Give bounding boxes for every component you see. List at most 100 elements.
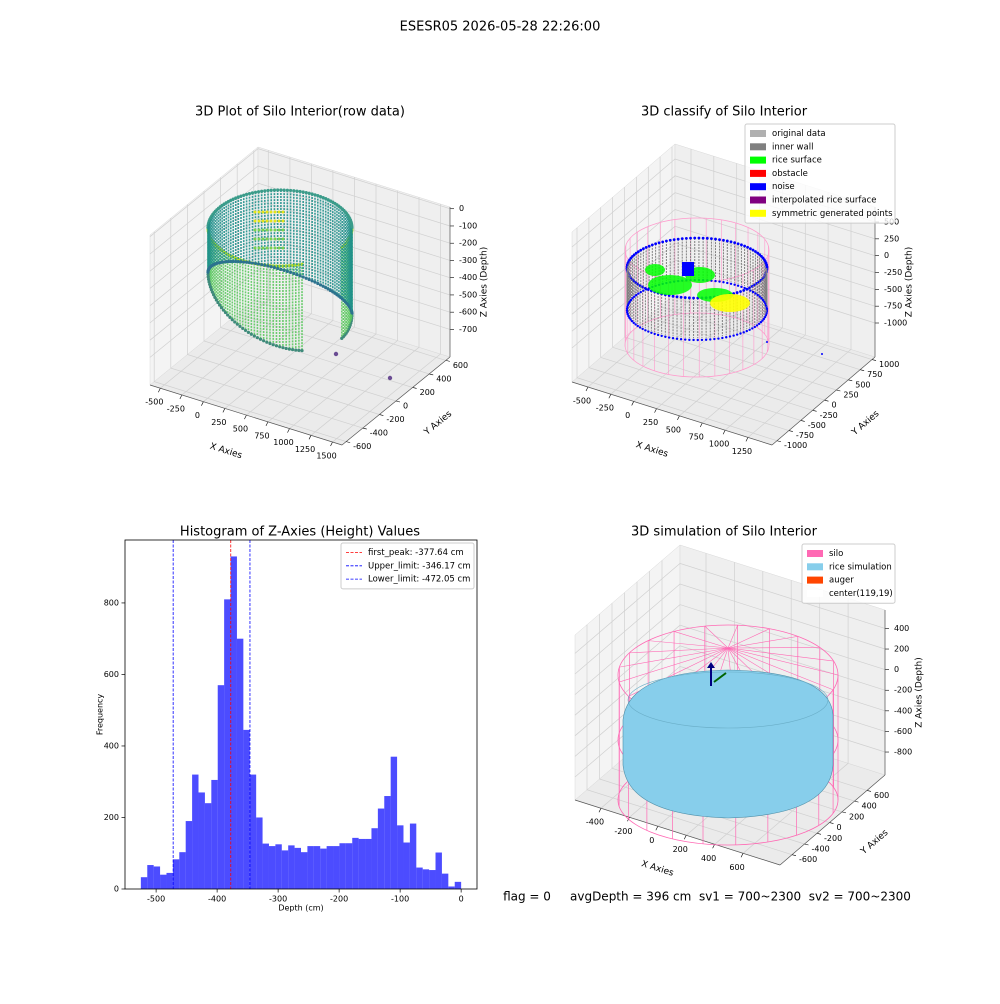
bar [192,774,199,889]
silo-wire [648,640,729,649]
z-tick-label: -700 [459,325,477,334]
tick-mark [201,401,204,406]
x-tick-label: -500 [573,397,591,406]
point [235,322,239,326]
point [282,268,286,272]
plot-frame [124,539,478,890]
noise-point [679,295,683,299]
status-text: flag = 0 avgDepth = 396 cm sv1 = 700~230… [503,890,911,904]
x-tick-label: 500 [666,425,681,434]
grid-line [310,197,420,436]
legend-label: inner wall [772,142,813,152]
point [260,189,264,193]
noise-point [754,250,757,253]
point [266,264,270,268]
point [253,246,257,250]
bar [204,803,212,889]
noise-point [733,283,736,286]
point [285,269,289,273]
noise-point [632,321,635,325]
point [277,246,281,250]
grid-line [149,200,451,289]
grid-line [588,217,790,431]
noise-point [627,302,630,305]
point [257,237,261,241]
tick-mark [722,430,726,435]
point [281,246,285,250]
point [304,276,308,280]
noise-point [637,292,640,295]
noise-point [632,253,636,257]
tick-mark [655,826,659,831]
noise-point [644,329,647,332]
grid-line [153,231,347,442]
y-tick-label: -1000 [784,441,807,450]
y-tick-label: 400 [436,374,451,383]
noise-point [751,290,755,294]
y-tick-label: -400 [812,845,830,854]
noise-point [755,324,759,327]
noise-point [754,292,757,295]
tick-mark [812,410,817,412]
x-tick-label: 750 [254,431,269,440]
chart-title: 3D classify of Silo Interior [641,105,808,120]
grid-line [599,614,805,845]
point [207,280,211,284]
tick-mark [683,835,687,840]
point [250,261,255,265]
chart-title: 3D Plot of Silo Interior(row data) [195,105,405,120]
bar [371,828,378,889]
point [273,228,277,232]
point [274,344,279,348]
grid-line [679,177,783,417]
point [257,210,261,214]
noise-point [745,329,748,333]
noise-point [634,293,638,297]
tick-mark [836,389,841,392]
grid-line [203,191,397,402]
x-tick-label: -200 [330,895,348,904]
point [268,341,272,346]
legend-label: first_peak: -377.64 cm [368,548,464,558]
noise-point [665,239,668,243]
tick-mark [860,369,865,371]
point [241,326,245,331]
z-tick-label: -300 [459,256,477,265]
point [244,192,249,196]
point [206,277,211,281]
y-axis-label: Y Axies [422,409,455,438]
x-tick-label: -500 [145,398,163,407]
chart-title: 3D simulation of Silo Interior [631,525,818,540]
point [261,219,265,223]
bar [275,844,282,889]
silo-wire [727,625,738,649]
noise-point [709,338,712,341]
x-tick-label: 0 [195,411,200,420]
noise-point [718,238,721,241]
noise-point [634,251,638,255]
x-tick-label: -400 [586,818,604,827]
point [255,336,260,340]
y-tick-label: 0 [114,885,119,894]
noise-point [650,243,654,247]
noise-point [672,238,676,242]
point [288,270,293,275]
point [253,219,257,223]
noise-point [676,237,680,241]
tick-mark [222,408,226,413]
bar [435,852,442,889]
y-tick-label: 400 [104,741,119,750]
x-axis-label: X Axies [640,859,675,879]
noise-point [729,282,733,285]
z-tick-label: -100 [459,221,477,230]
y-tick-label: -600 [353,442,371,451]
z-tick-label: -200 [894,686,912,695]
point [340,336,344,341]
point [287,347,291,351]
grid-line [149,148,451,237]
y-tick-label: 1000 [879,360,899,369]
tick-mark [608,394,612,399]
noise-point [687,296,691,300]
noise-point [642,289,645,292]
point [209,287,213,292]
